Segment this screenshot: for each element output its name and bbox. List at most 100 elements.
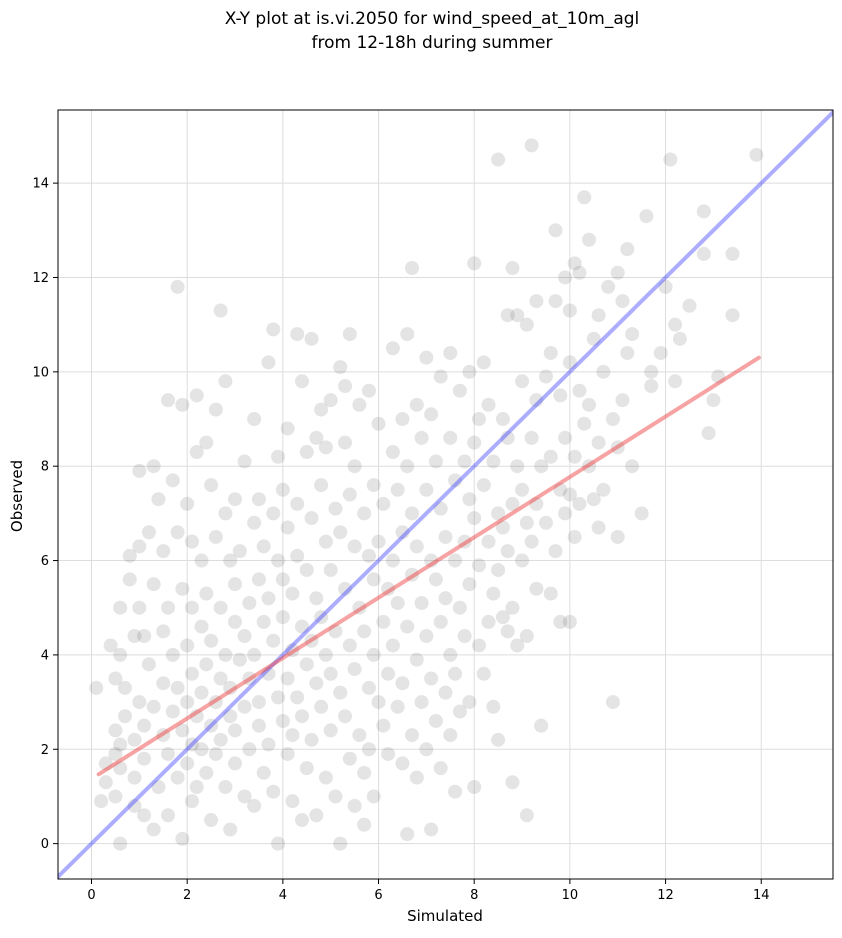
data-point-344 xyxy=(553,614,568,629)
data-point-122 xyxy=(256,539,271,554)
data-point-270 xyxy=(448,473,463,488)
data-point-227 xyxy=(390,699,405,714)
data-point-370 xyxy=(601,279,616,294)
data-point-318 xyxy=(515,374,530,389)
data-point-178 xyxy=(323,723,338,738)
data-point-218 xyxy=(376,496,391,511)
data-point-125 xyxy=(261,591,276,606)
data-point-118 xyxy=(251,572,266,587)
data-point-385 xyxy=(644,378,659,393)
data-point-242 xyxy=(409,539,424,554)
data-point-163 xyxy=(309,430,324,445)
data-point-19 xyxy=(127,629,142,644)
data-point-59 xyxy=(180,695,195,710)
data-point-201 xyxy=(357,506,372,521)
data-point-398 xyxy=(725,246,740,261)
data-point-53 xyxy=(175,397,190,412)
data-point-123 xyxy=(261,355,276,370)
data-point-56 xyxy=(175,723,190,738)
data-point-112 xyxy=(247,412,262,427)
x-axis-ticks: 0 2 4 6 8 10 12 14 xyxy=(87,879,770,903)
data-point-145 xyxy=(285,586,300,601)
data-point-165 xyxy=(309,676,324,691)
data-point-287 xyxy=(467,780,482,795)
data-point-40 xyxy=(156,544,171,559)
data-point-372 xyxy=(605,695,620,710)
data-point-194 xyxy=(347,539,362,554)
data-point-93 xyxy=(218,780,233,795)
data-point-354 xyxy=(567,529,582,544)
data-point-64 xyxy=(184,737,199,752)
data-point-143 xyxy=(285,643,300,658)
data-point-235 xyxy=(400,619,415,634)
data-point-229 xyxy=(395,412,410,427)
data-point-55 xyxy=(175,581,190,596)
data-point-134 xyxy=(271,836,286,851)
data-point-216 xyxy=(376,614,391,629)
data-point-328 xyxy=(529,294,544,309)
data-point-169 xyxy=(314,699,329,714)
data-point-89 xyxy=(213,671,228,686)
data-point-62 xyxy=(184,794,199,809)
data-point-215 xyxy=(371,695,386,710)
data-point-308 xyxy=(500,430,515,445)
data-point-352 xyxy=(567,256,582,271)
data-point-116 xyxy=(251,492,266,507)
regression-fit-line xyxy=(96,355,761,777)
data-point-208 xyxy=(361,742,376,757)
data-point-9 xyxy=(113,836,128,851)
data-point-273 xyxy=(448,784,463,799)
data-point-383 xyxy=(639,209,654,224)
data-point-396 xyxy=(706,393,721,408)
data-point-346 xyxy=(558,430,573,445)
data-point-185 xyxy=(333,836,348,851)
data-point-327 xyxy=(524,534,539,549)
data-point-248 xyxy=(419,350,434,365)
data-point-147 xyxy=(290,327,305,342)
data-point-18 xyxy=(127,732,142,747)
data-point-8 xyxy=(108,671,123,686)
data-point-7 xyxy=(108,723,123,738)
data-point-60 xyxy=(180,756,195,771)
y-tick-label-6: 12 xyxy=(32,271,49,286)
x-tick-label-6: 12 xyxy=(657,888,674,903)
data-point-149 xyxy=(290,690,305,705)
data-point-343 xyxy=(553,482,568,497)
data-point-342 xyxy=(553,388,568,403)
data-point-253 xyxy=(424,553,439,568)
data-point-167 xyxy=(314,478,329,493)
data-point-360 xyxy=(582,232,597,247)
data-point-393 xyxy=(696,204,711,219)
data-point-157 xyxy=(299,657,314,672)
data-point-94 xyxy=(223,553,238,568)
data-point-29 xyxy=(137,751,152,766)
data-point-334 xyxy=(538,369,553,384)
data-point-152 xyxy=(294,619,309,634)
data-point-141 xyxy=(280,520,295,535)
data-point-73 xyxy=(194,742,209,757)
data-point-65 xyxy=(184,666,199,681)
data-point-80 xyxy=(204,813,219,828)
data-point-26 xyxy=(137,808,152,823)
data-point-336 xyxy=(543,345,558,360)
data-point-54 xyxy=(175,831,190,846)
data-point-283 xyxy=(462,695,477,710)
data-point-144 xyxy=(285,728,300,743)
data-point-279 xyxy=(457,629,472,644)
data-point-11 xyxy=(113,600,128,615)
data-point-258 xyxy=(428,713,443,728)
data-point-158 xyxy=(299,761,314,776)
data-point-189 xyxy=(338,378,353,393)
data-point-265 xyxy=(438,591,453,606)
data-point-340 xyxy=(548,294,563,309)
data-point-241 xyxy=(409,397,424,412)
data-point-38 xyxy=(156,624,171,639)
data-point-365 xyxy=(591,308,606,323)
data-point-388 xyxy=(663,152,678,167)
data-point-95 xyxy=(223,709,238,724)
data-point-76 xyxy=(199,765,214,780)
data-point-160 xyxy=(304,511,319,526)
data-point-1 xyxy=(94,794,109,809)
data-point-173 xyxy=(318,770,333,785)
data-point-261 xyxy=(433,614,448,629)
